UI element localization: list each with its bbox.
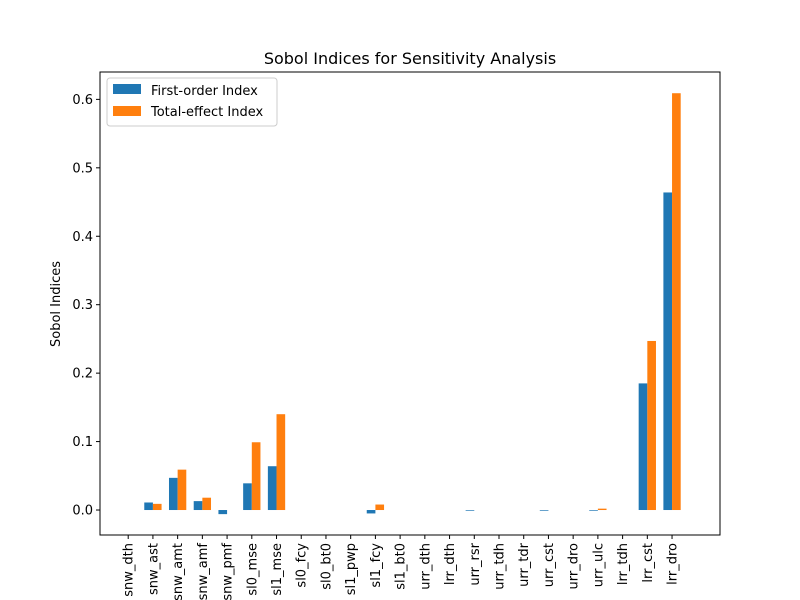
legend: First-order Index Total-effect Index — [106, 77, 278, 127]
y-axis-label: Sobol Indices — [49, 261, 64, 347]
x-tick-label: lrr_dro — [666, 543, 681, 585]
bar-first-order-urr_rsr — [465, 510, 475, 511]
x-tick-label: urr_ulc — [591, 543, 606, 587]
y-tick-label: 0.0 — [72, 504, 93, 519]
x-tick-label: urr_rsr — [468, 542, 483, 585]
x-tick-label: urr_cst — [542, 543, 557, 587]
x-axis-ticks: snw_dth snw_ast snw_amt snw_amf snw_pmf sl0_m… — [122, 535, 681, 600]
bar-first-order-sl1_fcy — [366, 510, 376, 514]
x-tick-label: snw_pmf — [221, 543, 236, 600]
x-tick-label: snw_amt — [171, 543, 186, 600]
bar-total-effect-lrr_dro — [672, 93, 681, 511]
y-tick-label: 0.3 — [72, 298, 93, 313]
x-tick-label: urr_dro — [567, 543, 582, 590]
bar-total-effect-urr_ulc — [597, 508, 607, 511]
bar-total-effect-snw_amf — [202, 497, 212, 511]
plot-frame — [99, 71, 721, 536]
bar-total-effect-snw_ast — [152, 503, 162, 511]
bar-total-effect-sl1_fcy — [375, 504, 385, 511]
y-tick-label: 0.4 — [72, 230, 93, 245]
y-tick-label: 0.2 — [72, 367, 93, 382]
bar-first-order-lrr_dro — [663, 192, 673, 511]
bar-total-effect-snw_amt — [177, 469, 187, 511]
bar-total-effect-lrr_cst — [647, 340, 656, 511]
bar-total-effect-sl0_mse — [251, 442, 261, 511]
bar-total-effect-sl1_mse — [276, 414, 286, 511]
y-tick-label: 0.6 — [72, 93, 93, 108]
bar-first-order-snw_pmf — [218, 510, 228, 515]
bar-first-order-snw_amt — [168, 477, 178, 511]
x-tick-label: snw_dth — [122, 543, 137, 597]
chart-title: Sobol Indices for Sensitivity Analysis — [264, 49, 556, 68]
x-tick-label: urr_dth — [418, 543, 433, 590]
bar-first-order-urr_ulc — [589, 510, 598, 511]
y-tick-label: 0.1 — [72, 435, 93, 450]
x-tick-label: snw_ast — [146, 543, 161, 595]
x-tick-label: sl0_bt0 — [319, 543, 334, 590]
x-tick-label: sl0_mse — [245, 543, 260, 596]
x-tick-label: sl0_fcy — [295, 543, 310, 588]
x-tick-label: urr_tdh — [493, 543, 508, 590]
legend-label-total-effect: Total-effect Index — [150, 105, 263, 120]
y-tick-label: 0.5 — [72, 161, 93, 176]
x-tick-label: lrr_cst — [641, 543, 656, 583]
x-tick-label: lrr_dth — [443, 543, 458, 585]
legend-label-first-order: First-order Index — [151, 84, 258, 99]
bar-first-order-lrr_cst — [638, 383, 648, 511]
legend-swatch-total-effect — [113, 106, 141, 116]
bars-group — [144, 93, 681, 515]
y-axis-ticks: 0.0 0.1 0.2 0.3 0.4 0.5 0.6 — [72, 93, 100, 519]
x-tick-label: urr_tdr — [517, 542, 532, 587]
legend-swatch-first-order — [113, 84, 141, 94]
x-tick-label: sl1_fcy — [369, 543, 384, 588]
legend-box — [106, 77, 278, 127]
x-tick-label: lrr_tdh — [616, 543, 631, 585]
x-tick-label: sl1_pwp — [344, 543, 359, 595]
x-tick-label: snw_amf — [196, 543, 211, 600]
bar-first-order-sl1_mse — [267, 466, 277, 511]
x-tick-label: sl1_bt0 — [394, 543, 409, 590]
bar-first-order-sl0_mse — [243, 483, 252, 511]
bar-first-order-snw_ast — [144, 502, 153, 511]
bar-first-order-urr_cst — [539, 510, 549, 511]
x-tick-label: sl1_mse — [270, 543, 285, 596]
bar-first-order-snw_amf — [193, 501, 203, 511]
